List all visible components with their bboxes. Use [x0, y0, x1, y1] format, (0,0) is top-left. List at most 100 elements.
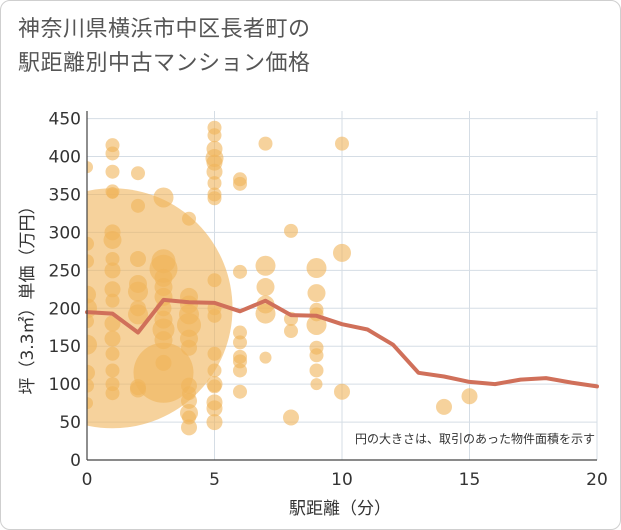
scatter-bubble [131, 166, 145, 181]
line-layer [85, 297, 599, 389]
scatter-bubble [207, 128, 222, 143]
x-tick-label: 20 [586, 470, 608, 490]
y-tick-label: 50 [59, 413, 81, 433]
scatter-bubble [87, 254, 94, 269]
scatter-bubble [309, 348, 324, 363]
scatter-bubble [182, 386, 196, 401]
scatter-bubble [181, 419, 197, 436]
scatter-bubble [207, 191, 222, 206]
scatter-bubble [104, 224, 121, 241]
scatter-bubble [153, 187, 174, 208]
y-axis-label: 坪（3.3㎡）単価（万円） [18, 197, 38, 394]
scatter-bubble [259, 351, 272, 364]
scatter-bubble [206, 414, 223, 431]
scatter-bubble [154, 331, 173, 350]
chart-title-line2: 駅距離別中古マンション価格 [18, 51, 311, 76]
scatter-bubble [207, 363, 222, 378]
scatter-bubble [307, 284, 326, 303]
scatter-bubble [233, 176, 247, 191]
scatter-bubble [283, 409, 299, 426]
scatter-bubble [206, 163, 223, 180]
scatter-bubble [461, 388, 478, 405]
y-tick-label: 300 [49, 223, 81, 243]
scatter-bubble [87, 397, 93, 410]
scatter-bubble [106, 186, 119, 199]
x-tick-label: 5 [209, 470, 220, 490]
scatter-bubble [207, 379, 222, 394]
size-note: 円の大きさは、取引のあった物件面積を示す [355, 431, 595, 446]
scatter-bubble [182, 410, 196, 425]
scatter-bubble [105, 251, 120, 266]
scatter-bubble [105, 346, 120, 361]
scatter-bubble [130, 300, 146, 317]
scatter-bubble [310, 378, 323, 391]
scatter-bubble [104, 281, 121, 298]
scatter-bubble [181, 339, 197, 356]
y-tick-label: 200 [49, 299, 81, 319]
scatter-bubble [180, 295, 198, 314]
scatter-bubble [87, 236, 94, 251]
scatter-bubble [256, 295, 275, 314]
scatter-bubble [335, 136, 349, 151]
scatter-bubble [104, 330, 121, 347]
scatter-bubble [87, 334, 97, 355]
y-tick-label: 250 [49, 261, 81, 281]
scatter-bubble [87, 378, 94, 393]
scatter-bubble [255, 255, 276, 276]
y-tick-label: 150 [49, 337, 81, 357]
scatter-bubble [130, 381, 146, 398]
scatter-bubble [130, 250, 146, 267]
scatter-bubble [256, 278, 275, 297]
scatter-bubble [206, 140, 223, 157]
y-tick-label: 0 [70, 451, 81, 471]
scatter-bubble [207, 346, 222, 361]
y-tick-label: 400 [49, 148, 81, 168]
scatter-bubble [207, 273, 222, 288]
scatter-bubble [155, 354, 172, 371]
scatter-bubble [151, 249, 176, 274]
y-tick-label: 350 [49, 185, 81, 205]
scatter-bubble [105, 386, 120, 401]
axes: 0 50 100 150 200 250 300 350 400 450 0 5 10 15 20 [49, 110, 608, 490]
scatter-bubble [334, 383, 350, 400]
y-tick-label: 450 [49, 110, 81, 130]
x-tick-label: 0 [82, 470, 93, 490]
scatter-bubble [87, 285, 96, 304]
scatter-bubble [309, 363, 324, 378]
scatter-bubble [182, 211, 196, 226]
scatter-bubble [87, 161, 93, 174]
scatter-bubble [284, 324, 298, 339]
scatter-bubble [206, 400, 223, 417]
scatter-bubble [284, 223, 298, 238]
scatter-bubble [131, 198, 145, 213]
scatter-bubble [105, 164, 120, 179]
scatter-bubble [105, 363, 120, 378]
scatter-bubble [105, 146, 120, 161]
scatter-bubble [306, 314, 327, 335]
scatter-bubble [133, 342, 194, 403]
chart-title-line1: 神奈川県横浜市中区長者町の [18, 17, 311, 42]
x-tick-label: 10 [331, 470, 353, 490]
y-tick-label: 100 [49, 375, 81, 395]
scatter-bubble [104, 315, 121, 332]
scatter-bubble [233, 325, 247, 340]
chart-title: 神奈川県横浜市中区長者町の 駅距離別中古マンション価格 [18, 13, 418, 81]
scatter-bubble [87, 364, 95, 381]
scatter-bubble [233, 363, 247, 378]
scatter-bubble [233, 264, 247, 279]
scatter-bubble [105, 293, 120, 308]
scatter-bubble [207, 308, 222, 323]
scatter-bubble [129, 274, 147, 293]
scatter-bubble [436, 398, 452, 415]
scatter-bubble [306, 258, 327, 279]
scatter-bubble [233, 384, 247, 399]
scatter-bubble [104, 262, 121, 279]
scatter-bubble [233, 335, 247, 350]
bubble-layer [87, 120, 478, 436]
scatter-bubble [154, 310, 173, 329]
scatter-bubble [258, 136, 273, 151]
scatter-bubble [207, 176, 222, 191]
scatter-bubble [87, 314, 94, 329]
x-tick-label: 15 [459, 470, 481, 490]
